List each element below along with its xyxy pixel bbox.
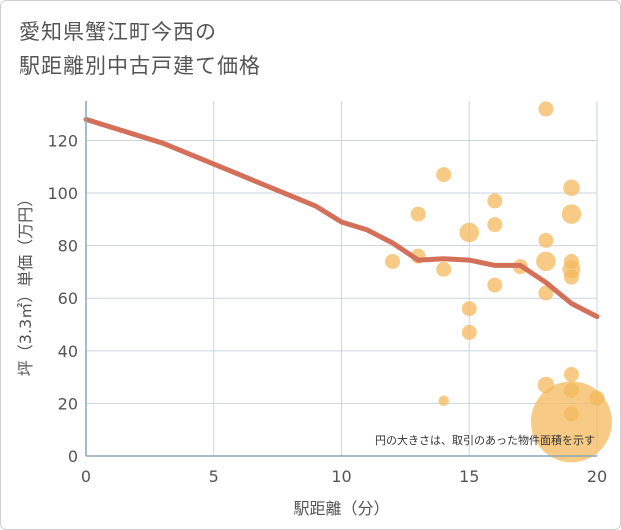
x-tick-label: 5 [209, 467, 219, 486]
y-tick-label: 80 [58, 237, 78, 256]
data-point [438, 395, 449, 407]
y-tick-label: 0 [68, 447, 78, 466]
x-axis-label: 駅距離（分） [293, 499, 389, 518]
size-note: 円の大きさは、取引のあった物件面積を示す [375, 433, 595, 447]
x-tick-label: 15 [459, 467, 479, 486]
data-point [561, 204, 582, 224]
data-point [487, 277, 503, 293]
y-tick-label: 40 [58, 342, 78, 361]
chart-title-line1: 愛知県蟹江町今西の [19, 20, 217, 44]
data-point [487, 217, 503, 233]
data-point [436, 261, 452, 277]
data-point [385, 253, 401, 269]
data-point [461, 301, 477, 317]
trend-line-group [83, 116, 600, 320]
y-tick-label: 100 [47, 184, 78, 203]
data-point [530, 381, 612, 463]
data-point [461, 324, 477, 340]
y-tick-label: 20 [58, 394, 78, 413]
grid-lines [86, 101, 598, 456]
y-tick-label: 120 [47, 131, 78, 150]
chart-title: 愛知県蟹江町今西の 駅距離別中古戸建て価格 [19, 15, 261, 83]
x-tick-label: 0 [81, 467, 91, 486]
data-point [538, 285, 554, 301]
data-point [538, 101, 554, 117]
data-point [410, 206, 426, 222]
data-point [487, 193, 503, 209]
data-point [538, 232, 554, 248]
data-point [563, 269, 579, 285]
data-point [536, 251, 556, 272]
trend-line [83, 116, 600, 320]
data-point [436, 167, 452, 183]
y-axis-label: 坪（3.3㎡）単価（万円） [16, 191, 35, 376]
data-point [459, 222, 479, 243]
x-tick-label: 10 [331, 467, 351, 486]
y-tick-label: 60 [58, 289, 78, 308]
axes: 0 5 10 15 20 0 20 40 60 80 100 120 [47, 101, 607, 486]
data-point [563, 366, 579, 382]
chart-title-line2: 駅距離別中古戸建て価格 [19, 54, 261, 78]
data-point [563, 179, 580, 197]
data-points [385, 101, 612, 463]
x-tick-label: 20 [587, 467, 607, 486]
